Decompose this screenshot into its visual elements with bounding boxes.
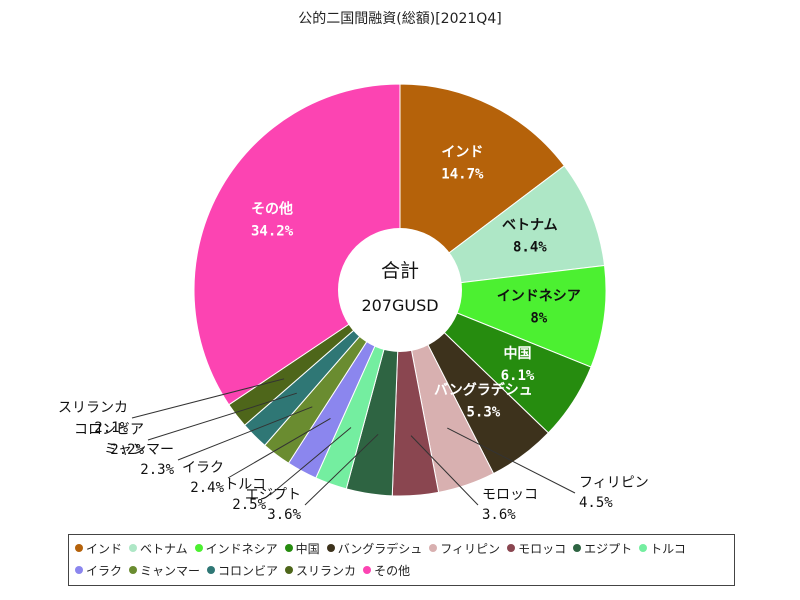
slice-label-slice-11: ミャンマー [104, 442, 174, 458]
legend-label-slice-3: インドネシア [205, 541, 278, 556]
slice-label-slice-8: エジプト [245, 487, 301, 503]
legend-item-slice-9: トルコ [639, 539, 686, 557]
slice-label-slice-7: モロッコ [482, 487, 538, 503]
legend-item-slice-2: ベトナム [129, 539, 188, 557]
legend-label-slice-13: スリランカ [296, 563, 357, 578]
legend-swatch-slice-5 [326, 544, 335, 552]
slice-value-slice-14: 34.2% [251, 224, 294, 240]
legend-item-slice-11: ミャンマー [129, 561, 200, 579]
pie-slice-slice-14 [193, 83, 401, 406]
legend-label-slice-1: インド [86, 541, 123, 556]
legend-label-slice-11: ミャンマー [140, 563, 201, 578]
legend-label-slice-9: トルコ [650, 541, 686, 556]
slice-label-slice-13: スリランカ [58, 400, 128, 416]
legend-swatch-slice-8 [573, 544, 582, 552]
legend-item-slice-4: 中国 [284, 539, 320, 557]
legend-swatch-slice-14 [363, 566, 372, 574]
legend-swatch-slice-3 [194, 544, 203, 552]
legend-swatch-slice-12 [207, 566, 216, 574]
slice-value-slice-3: 8% [530, 310, 547, 326]
legend-swatch-slice-13 [285, 566, 294, 574]
slice-value-slice-1: 14.7% [441, 167, 484, 183]
leader-line-slice-6 [447, 427, 576, 494]
slice-label-slice-6: フィリピン [579, 475, 649, 491]
leader-line-slice-10 [227, 417, 331, 479]
slice-label-slice-10: イラク [182, 460, 224, 476]
center-hole [338, 228, 462, 352]
center-label: 合計 [381, 260, 419, 282]
legend-label-slice-12: コロンビア [218, 563, 279, 578]
legend-item-slice-14: その他 [363, 561, 410, 579]
legend-item-slice-12: コロンビア [207, 561, 278, 579]
slice-value-slice-10: 2.4% [190, 480, 224, 496]
slice-label-slice-2: ベトナム [502, 218, 558, 234]
legend-label-slice-5: バングラデシュ [337, 541, 423, 556]
legend-swatch-slice-7 [507, 544, 516, 552]
slice-value-slice-12: 2.2% [110, 442, 144, 458]
slice-value-slice-2: 8.4% [513, 240, 547, 256]
slice-value-slice-11: 2.3% [140, 462, 174, 478]
slice-label-slice-3: インドネシア [497, 288, 581, 304]
legend: インド ベトナム インドネシア 中国 バングラデシュ フィリピン モロッコ エジプト トルコイラ… [68, 534, 735, 586]
leader-line-slice-8 [304, 433, 379, 506]
legend-label-slice-2: ベトナム [140, 541, 188, 556]
slice-value-slice-5: 5.3% [466, 404, 500, 420]
legend-item-slice-3: インドネシア [194, 539, 278, 557]
legend-item-slice-5: バングラデシュ [326, 539, 423, 557]
slice-value-slice-7: 3.6% [482, 507, 516, 523]
legend-item-slice-10: イラク [75, 561, 122, 579]
slice-label-slice-1: インド [441, 145, 483, 161]
legend-item-slice-8: エジプト [573, 539, 632, 557]
legend-swatch-slice-6 [429, 544, 438, 552]
leader-line-slice-12 [147, 392, 297, 441]
legend-label-slice-7: モロッコ [518, 541, 567, 556]
legend-label-slice-10: イラク [86, 563, 123, 578]
legend-label-slice-4: 中国 [295, 541, 320, 556]
slice-value-slice-6: 4.5% [579, 495, 613, 511]
legend-item-slice-13: スリランカ [285, 561, 356, 579]
slice-value-slice-8: 3.6% [267, 507, 301, 523]
legend-swatch-slice-2 [129, 544, 138, 552]
slice-value-slice-4: 6.1% [501, 368, 535, 384]
legend-swatch-slice-10 [75, 566, 83, 574]
legend-label-slice-6: フィリピン [440, 541, 501, 556]
leader-line-slice-7 [410, 435, 479, 506]
legend-item-slice-1: インド [75, 539, 122, 557]
slice-value-slice-13: 2.1% [94, 420, 128, 436]
slice-label-slice-12: コロンビア [74, 422, 144, 438]
legend-label-slice-8: エジプト [584, 541, 633, 556]
legend-swatch-slice-11 [129, 566, 138, 574]
legend-swatch-slice-9 [639, 544, 648, 552]
slice-label-slice-4: 中国 [503, 345, 531, 362]
slice-label-slice-9: トルコ [224, 477, 266, 493]
legend-item-slice-7: モロッコ [507, 539, 566, 557]
leader-line-slice-11 [177, 406, 313, 461]
pie-slice-slice-1 [399, 83, 566, 292]
legend-label-slice-14: その他 [374, 563, 411, 578]
slice-label-slice-14: その他 [251, 201, 293, 218]
slice-label-slice-5: バングラデシュ [434, 381, 533, 398]
slice-value-slice-9: 2.5% [232, 497, 266, 513]
legend-swatch-slice-4 [284, 544, 293, 552]
legend-swatch-slice-1 [75, 544, 83, 552]
legend-item-slice-6: フィリピン [429, 539, 500, 557]
leader-line-slice-9 [269, 427, 352, 496]
leader-line-slice-13 [131, 378, 285, 419]
center-value: 207GUSD [361, 296, 438, 315]
chart-title: 公的二国間融資(総額)[2021Q4] [298, 11, 502, 27]
